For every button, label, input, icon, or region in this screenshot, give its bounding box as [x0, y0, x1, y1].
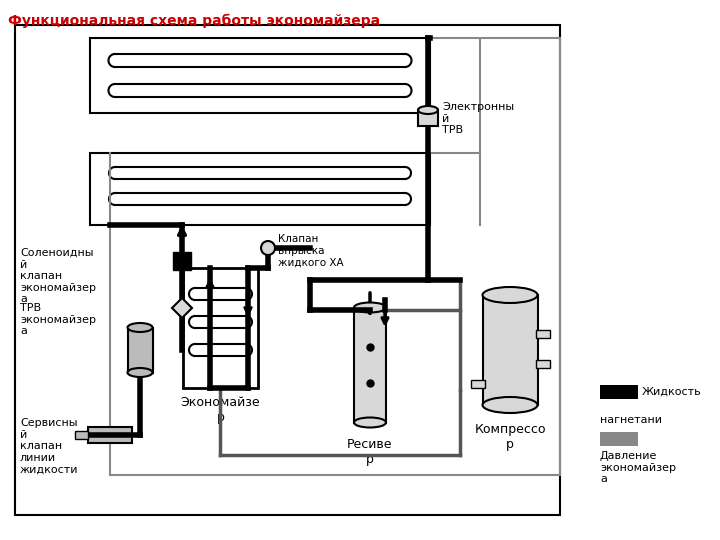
Polygon shape	[172, 298, 192, 318]
Bar	[127, 327, 153, 373]
Bar	[354, 307, 386, 422]
Bar	[183, 268, 258, 388]
Bar	[470, 380, 485, 388]
Text: ТРВ
экономайзер
а: ТРВ экономайзер а	[20, 303, 96, 336]
Bar	[600, 432, 638, 446]
Text: Клапан
впрыска
жидкого ХА: Клапан впрыска жидкого ХА	[278, 234, 343, 267]
Ellipse shape	[127, 368, 153, 377]
Text: Функциональная схема работы экономайзера: Функциональная схема работы экономайзера	[8, 14, 380, 28]
Bar	[418, 110, 438, 126]
Ellipse shape	[127, 323, 153, 332]
Text: Жидкость: Жидкость	[642, 387, 701, 397]
Text: Экономайзе
р: Экономайзе р	[181, 396, 261, 424]
Bar	[75, 431, 88, 439]
Ellipse shape	[354, 417, 386, 428]
Bar	[15, 25, 560, 515]
Text: Ресиве
р: Ресиве р	[347, 437, 392, 465]
Ellipse shape	[354, 302, 386, 313]
Bar	[536, 330, 549, 338]
Bar	[90, 153, 430, 225]
Bar	[536, 360, 549, 368]
Ellipse shape	[482, 397, 538, 413]
Ellipse shape	[418, 106, 438, 114]
Ellipse shape	[482, 287, 538, 303]
Bar	[90, 38, 430, 113]
Bar	[88, 427, 132, 443]
Bar	[173, 252, 191, 270]
Bar	[482, 295, 538, 405]
Text: Давление
экономайзер
а: Давление экономайзер а	[600, 451, 676, 484]
Text: Электронны
й
ТРВ: Электронны й ТРВ	[442, 102, 514, 135]
Text: нагнетани: нагнетани	[600, 415, 662, 425]
Text: Сервисны
й
клапан
линии
жидкости: Сервисны й клапан линии жидкости	[20, 418, 78, 475]
Text: Соленоидны
й
клапан
экономайзер
а: Соленоидны й клапан экономайзер а	[20, 248, 96, 305]
Bar	[600, 385, 638, 399]
Ellipse shape	[261, 241, 275, 255]
Text: Компрессо
р: Компрессо р	[474, 423, 546, 451]
